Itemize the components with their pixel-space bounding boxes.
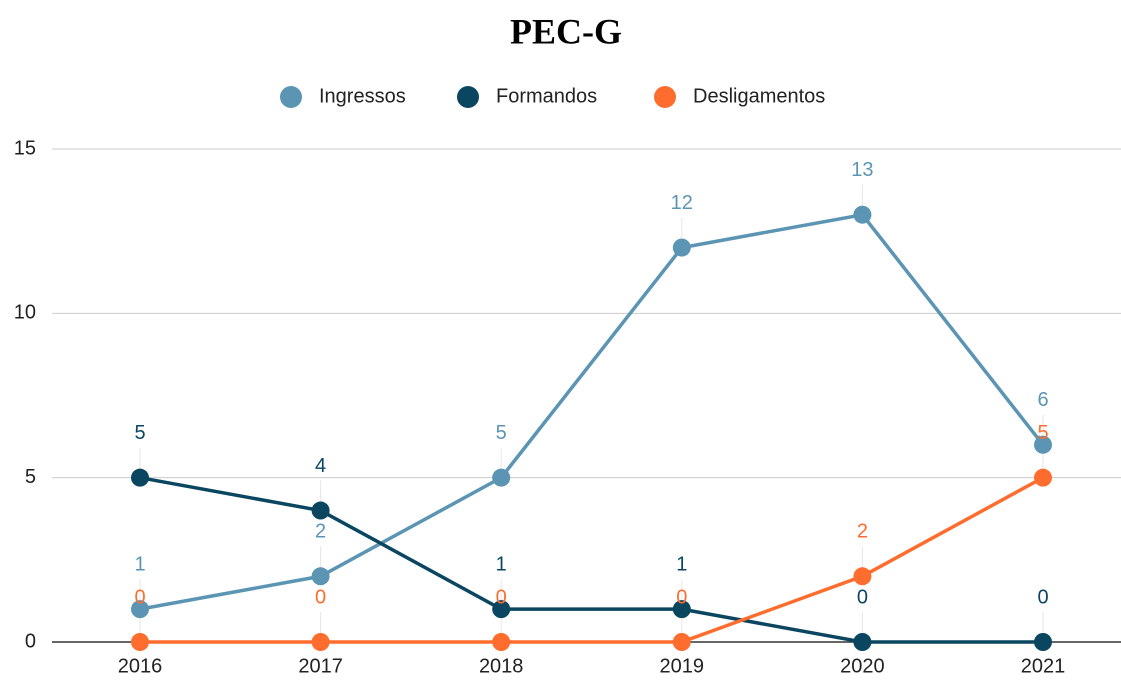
data-label: 1 [134, 553, 145, 575]
data-label: 0 [496, 586, 507, 608]
data-label: 5 [1037, 422, 1048, 444]
data-label: 1 [496, 553, 507, 575]
x-tick-label: 2020 [840, 655, 885, 677]
data-label: 0 [315, 586, 326, 608]
data-label: 0 [857, 586, 868, 608]
y-tick-label: 5 [25, 466, 36, 488]
legend-marker [654, 86, 676, 108]
data-point [853, 205, 872, 224]
data-label: 6 [1037, 389, 1048, 411]
data-label: 12 [671, 192, 693, 214]
data-point [311, 501, 330, 520]
series-line [139, 475, 1043, 644]
data-point [311, 633, 330, 651]
data-label: 2 [315, 521, 326, 543]
y-tick-label: 15 [14, 137, 36, 159]
legend-label: Desligamentos [693, 85, 825, 107]
legend-marker [280, 86, 302, 108]
data-point [492, 468, 511, 487]
legend-marker [457, 86, 479, 108]
legend-label: Ingressos [319, 85, 406, 107]
legend-label: Formandos [496, 85, 597, 107]
data-point [672, 633, 691, 651]
data-label: 2 [857, 521, 868, 543]
data-point [672, 600, 691, 619]
x-tick-label: 2018 [479, 655, 524, 677]
data-point [1034, 435, 1052, 454]
data-point [1034, 468, 1052, 487]
y-tick-label: 0 [25, 630, 36, 652]
data-label: 0 [134, 586, 145, 608]
data-label: 5 [496, 422, 507, 444]
x-tick-label: 2017 [298, 655, 343, 677]
data-label: 4 [315, 455, 326, 477]
data-point [672, 238, 691, 257]
x-tick-label: 2019 [660, 655, 705, 677]
data-label: 0 [1037, 586, 1048, 608]
data-label: 13 [851, 159, 873, 181]
series-line [140, 476, 1044, 644]
x-tick-label: 2016 [118, 655, 163, 677]
x-tick-label: 2021 [1021, 655, 1066, 677]
data-label: 0 [676, 586, 687, 608]
series-line [139, 212, 1045, 611]
chart-title: PEC-G [510, 11, 622, 51]
data-point [853, 567, 872, 586]
data-label: 5 [134, 422, 145, 444]
data-point [1034, 633, 1052, 651]
data-point [131, 468, 149, 487]
data-point [492, 600, 511, 619]
data-point [311, 567, 330, 586]
y-tick-label: 10 [14, 302, 36, 324]
data-label: 1 [676, 553, 687, 575]
data-point [131, 633, 149, 651]
data-point [492, 633, 511, 651]
data-point [853, 633, 872, 651]
data-point [131, 600, 149, 619]
